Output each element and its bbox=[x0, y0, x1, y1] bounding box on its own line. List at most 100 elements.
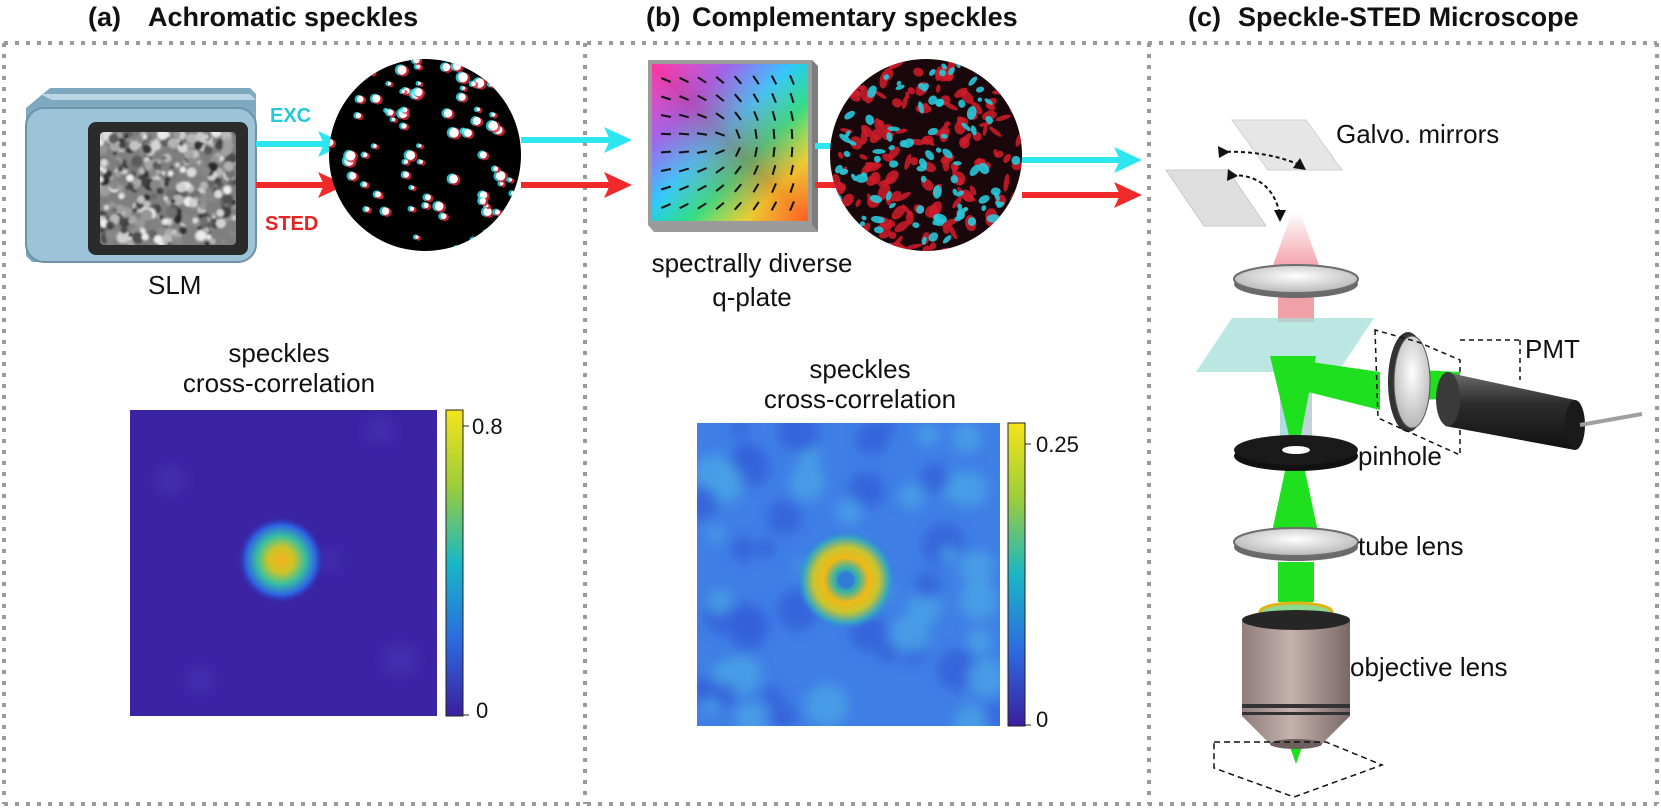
slm-pixel bbox=[126, 184, 132, 190]
slm-pixel bbox=[171, 157, 177, 163]
speckle bbox=[942, 225, 950, 234]
speckle bbox=[488, 120, 498, 131]
speckle bbox=[406, 150, 416, 160]
slm-pixel bbox=[123, 165, 129, 170]
speckle bbox=[970, 125, 977, 136]
slm-pixel bbox=[227, 179, 234, 185]
speckle bbox=[458, 72, 468, 83]
pmt-label: PMT bbox=[1525, 334, 1580, 364]
slm-pixel bbox=[196, 226, 202, 231]
slm-pixel bbox=[118, 141, 126, 149]
qplate-dash bbox=[679, 76, 689, 84]
speckle bbox=[933, 214, 940, 222]
texture-blob bbox=[836, 498, 863, 525]
slm-pixel bbox=[159, 215, 164, 220]
colorbar-a-min: 0 bbox=[476, 698, 488, 723]
exc-beam-ab bbox=[521, 127, 632, 153]
speckle bbox=[952, 188, 958, 196]
slm-pixel bbox=[207, 140, 212, 145]
slm-pixel bbox=[136, 195, 145, 204]
qplate-dash bbox=[660, 132, 672, 136]
slm-pixel bbox=[121, 210, 126, 215]
speckle bbox=[986, 103, 996, 111]
texture-blob bbox=[767, 500, 802, 535]
qplate-dash bbox=[771, 93, 777, 103]
speckle bbox=[910, 157, 919, 166]
qplate-dash bbox=[772, 146, 776, 158]
slm-pixel bbox=[143, 194, 151, 201]
qplate-dash bbox=[679, 185, 689, 191]
slm-pixel bbox=[112, 150, 118, 155]
speckle bbox=[387, 81, 392, 86]
slm-pixel bbox=[111, 206, 117, 213]
slm-pixel bbox=[135, 134, 145, 144]
slm-pixel bbox=[128, 217, 136, 225]
texture-blob bbox=[966, 580, 987, 601]
speckle bbox=[985, 65, 992, 72]
speckle bbox=[982, 124, 988, 136]
speckle bbox=[515, 109, 521, 119]
texture-blob bbox=[737, 441, 756, 461]
speckle bbox=[912, 222, 920, 228]
slm-pixel bbox=[101, 167, 107, 174]
texture-blob bbox=[697, 677, 716, 703]
cross-correlation-map-a bbox=[130, 410, 437, 716]
slm-pixel bbox=[164, 181, 169, 186]
slm-pixel bbox=[128, 180, 133, 186]
speckle bbox=[837, 151, 844, 159]
slm-pixel bbox=[173, 132, 181, 138]
qplate-dash bbox=[697, 167, 707, 173]
speckle bbox=[1007, 210, 1016, 217]
qplate-dash bbox=[715, 201, 725, 211]
speckle bbox=[830, 206, 838, 215]
speckle bbox=[967, 217, 977, 226]
qplate-dash bbox=[734, 147, 742, 157]
colorbar-b bbox=[1007, 422, 1031, 727]
speckle bbox=[865, 114, 875, 126]
texture-blob bbox=[954, 704, 988, 726]
speckle bbox=[952, 196, 963, 209]
speckle bbox=[943, 101, 958, 111]
sted-label: STED bbox=[265, 213, 318, 235]
texture-blob bbox=[730, 536, 756, 562]
speckle bbox=[894, 220, 910, 233]
galvo-label: Galvo. mirrors bbox=[1336, 119, 1499, 149]
speckle bbox=[830, 210, 839, 221]
colorbar-b-max: 0.25 bbox=[1036, 432, 1079, 457]
scan-lens bbox=[1233, 264, 1359, 298]
speckle bbox=[452, 245, 460, 251]
speckle bbox=[939, 69, 946, 77]
slm-pixel bbox=[174, 236, 183, 245]
corr-a-title-1: speckles bbox=[228, 338, 329, 368]
speckle bbox=[485, 64, 492, 70]
speckle bbox=[972, 59, 982, 73]
slm-pixel bbox=[199, 181, 209, 190]
speckle bbox=[832, 217, 840, 225]
speckle bbox=[977, 97, 983, 102]
qplate-dash bbox=[789, 164, 795, 176]
speckle bbox=[860, 85, 869, 102]
speckle bbox=[845, 77, 856, 89]
achromatic-speckle-pattern bbox=[329, 59, 521, 251]
speckle bbox=[976, 86, 985, 93]
slm-pixel bbox=[199, 217, 208, 226]
speckle bbox=[507, 88, 512, 93]
slm-pixel bbox=[167, 241, 172, 245]
speckle bbox=[888, 202, 896, 209]
speckle bbox=[966, 106, 977, 120]
texture-blob bbox=[805, 684, 849, 726]
speckle bbox=[883, 74, 890, 80]
slm-pixel bbox=[165, 228, 173, 235]
qplate-dash bbox=[734, 111, 742, 121]
slm-pixel bbox=[120, 217, 126, 223]
slm-pixel bbox=[179, 141, 184, 147]
qplate-dash bbox=[734, 183, 742, 193]
speckle bbox=[357, 95, 364, 103]
slm-pixel bbox=[100, 186, 111, 197]
speckle bbox=[401, 89, 405, 94]
slm-pixel bbox=[170, 198, 176, 204]
qplate-dash bbox=[660, 168, 672, 172]
speckle bbox=[373, 144, 377, 148]
texture-blob bbox=[734, 702, 768, 726]
speckle bbox=[942, 148, 953, 159]
